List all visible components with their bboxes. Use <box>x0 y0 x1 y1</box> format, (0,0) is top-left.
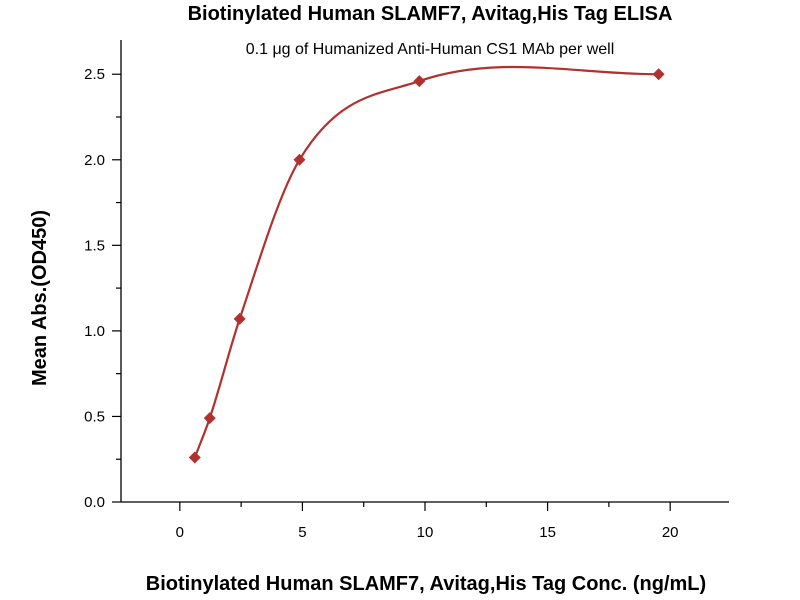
chart-title: Biotinylated Human SLAMF7, Avitag,His Ta… <box>188 3 673 25</box>
data-point <box>203 412 216 425</box>
x-tick-label: 15 <box>539 524 556 541</box>
y-tick-label: 1.0 <box>84 323 105 340</box>
plot-area: 0 5 10 15 20 0.0 0.5 1.0 1.5 2.0 2.5 <box>84 40 729 541</box>
x-tick-label: 0 <box>176 524 184 541</box>
y-tick-label: 0.5 <box>84 408 105 425</box>
x-axis-label: Biotinylated Human SLAMF7, Avitag,His Ta… <box>146 573 706 595</box>
fit-curve <box>193 65 659 458</box>
data-point <box>652 68 665 81</box>
y-tick-label: 2.0 <box>84 152 105 169</box>
data-point <box>413 75 426 88</box>
y-axis-label: Mean Abs.(OD450) <box>29 210 51 386</box>
x-tick-label: 20 <box>662 524 679 541</box>
y-tick-label: 0.0 <box>84 494 105 511</box>
data-point <box>188 451 201 464</box>
data-point <box>233 312 246 325</box>
y-tick-label: 1.5 <box>84 237 105 254</box>
chart-subtitle: 0.1 μg of Humanized Anti-Human CS1 MAb p… <box>246 41 615 58</box>
data-point <box>293 153 306 166</box>
x-tick-label: 10 <box>417 524 434 541</box>
y-tick-label: 2.5 <box>84 66 105 83</box>
x-tick-label: 5 <box>298 524 306 541</box>
